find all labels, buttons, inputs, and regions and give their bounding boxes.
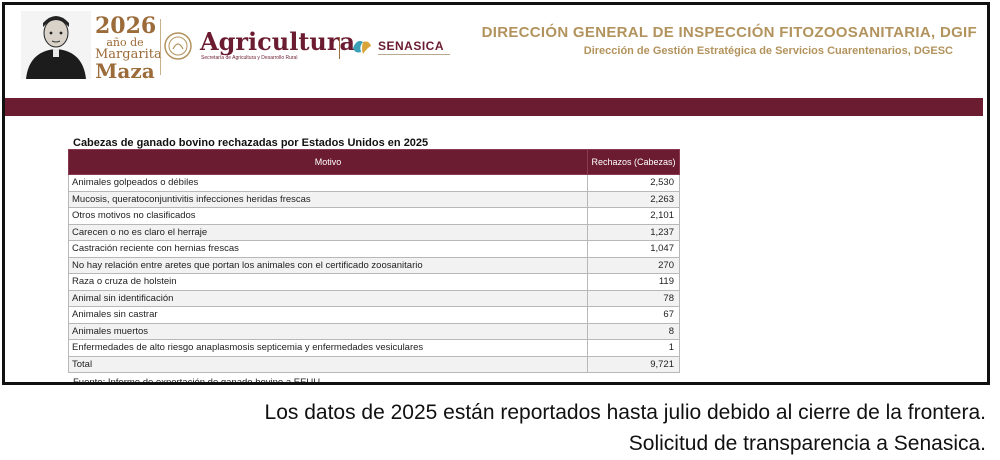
table-header-row: Motivo Rechazos (Cabezas)	[68, 149, 680, 175]
senasica-underline	[378, 54, 450, 55]
cell-motivo: Raza o cruza de holstein	[68, 273, 588, 291]
cell-rechazos: 67	[587, 306, 680, 324]
margarita-maza-portrait	[21, 11, 91, 79]
table-row: Carecen o no es claro el herraje 1,237	[68, 223, 680, 241]
table-row: No hay relación entre aretes que portan …	[68, 256, 680, 274]
commemorative-line3: Maza	[95, 59, 155, 83]
cell-rechazos: 1,237	[587, 223, 680, 241]
cell-motivo: Animal sin identificación	[68, 289, 588, 307]
agency-divider	[339, 37, 340, 59]
table-total-row: Total 9,721	[68, 355, 680, 373]
table-title: Cabezas de ganado bovino rechazadas por …	[73, 137, 429, 149]
table-row: Raza o cruza de holstein 119	[68, 273, 680, 291]
header-bar	[5, 98, 983, 116]
cell-rechazos: 1	[587, 339, 680, 357]
table-row: Animal sin identificación 78	[68, 289, 680, 307]
senasica-logo-icon	[353, 40, 371, 54]
cell-motivo: Mucosis, queratoconjuntivitis infeccione…	[68, 190, 588, 208]
table-row: Mucosis, queratoconjuntivitis infeccione…	[68, 190, 680, 208]
column-header-rechazos: Rechazos (Cabezas)	[587, 149, 680, 175]
logo-divider	[160, 19, 161, 75]
table-row: Enfermedades de alto riesgo anaplasmosis…	[68, 339, 680, 357]
cell-motivo: Animales golpeados o débiles	[68, 174, 588, 192]
table-row: Animales golpeados o débiles 2,530	[68, 174, 680, 192]
table-row: Animales sin castrar 67	[68, 306, 680, 324]
agency-subtitle: Secretaría de Agricultura y Desarrollo R…	[201, 55, 298, 61]
table-row: Castración reciente con hernias frescas 1…	[68, 240, 680, 258]
cell-rechazos: 8	[587, 322, 680, 340]
column-header-motivo: Motivo	[68, 149, 588, 175]
cell-rechazos: 2,263	[587, 190, 680, 208]
commemorative-year: 2026	[95, 13, 157, 39]
cell-rechazos: 1,047	[587, 240, 680, 258]
table-source-note: Fuente: Informe de exportación de ganado…	[73, 377, 323, 385]
cell-rechazos: 2,101	[587, 207, 680, 225]
page-subtitle: Dirección de Gestión Estratégica de Serv…	[583, 45, 953, 57]
agency-name: Agricultura	[200, 27, 356, 56]
caption-line-2: Solicitud de transparencia a Senasica.	[628, 432, 986, 455]
cell-motivo: Animales sin castrar	[68, 306, 588, 324]
document-frame: 2026 año de Margarita Maza Agricultura S…	[2, 2, 990, 385]
national-seal-icon	[164, 32, 192, 60]
page-title: DIRECCIÓN GENERAL DE INSPECCIÓN FITOZOOS…	[481, 24, 977, 41]
cell-rechazos: 119	[587, 273, 680, 291]
table-row: Animales muertos 8	[68, 322, 680, 340]
table-row: Otros motivos no clasificados 2,101	[68, 207, 680, 225]
cell-motivo: Animales muertos	[68, 322, 588, 340]
rejections-table: Motivo Rechazos (Cabezas) Animales golpe…	[68, 149, 680, 373]
senasica-name: SENASICA	[378, 39, 445, 53]
cell-motivo: Otros motivos no clasificados	[68, 207, 588, 225]
cell-motivo: Carecen o no es claro el herraje	[68, 223, 588, 241]
cell-rechazos: 9,721	[587, 355, 680, 373]
commemorative-line2: Margarita	[95, 47, 162, 62]
cell-rechazos: 2,530	[587, 174, 680, 192]
commemorative-logo: 2026 año de Margarita Maza	[95, 13, 162, 83]
cell-motivo: Castración reciente con hernias frescas	[68, 240, 588, 258]
cell-motivo: No hay relación entre aretes que portan …	[68, 256, 588, 274]
cell-rechazos: 270	[587, 256, 680, 274]
cell-motivo: Enfermedades de alto riesgo anaplasmosis…	[68, 339, 588, 357]
commemorative-line1: año de	[106, 36, 144, 49]
cell-motivo: Total	[68, 355, 588, 373]
header: 2026 año de Margarita Maza Agricultura S…	[5, 5, 987, 85]
caption-line-1: Los datos de 2025 están reportados hasta…	[264, 401, 986, 424]
cell-rechazos: 78	[587, 289, 680, 307]
